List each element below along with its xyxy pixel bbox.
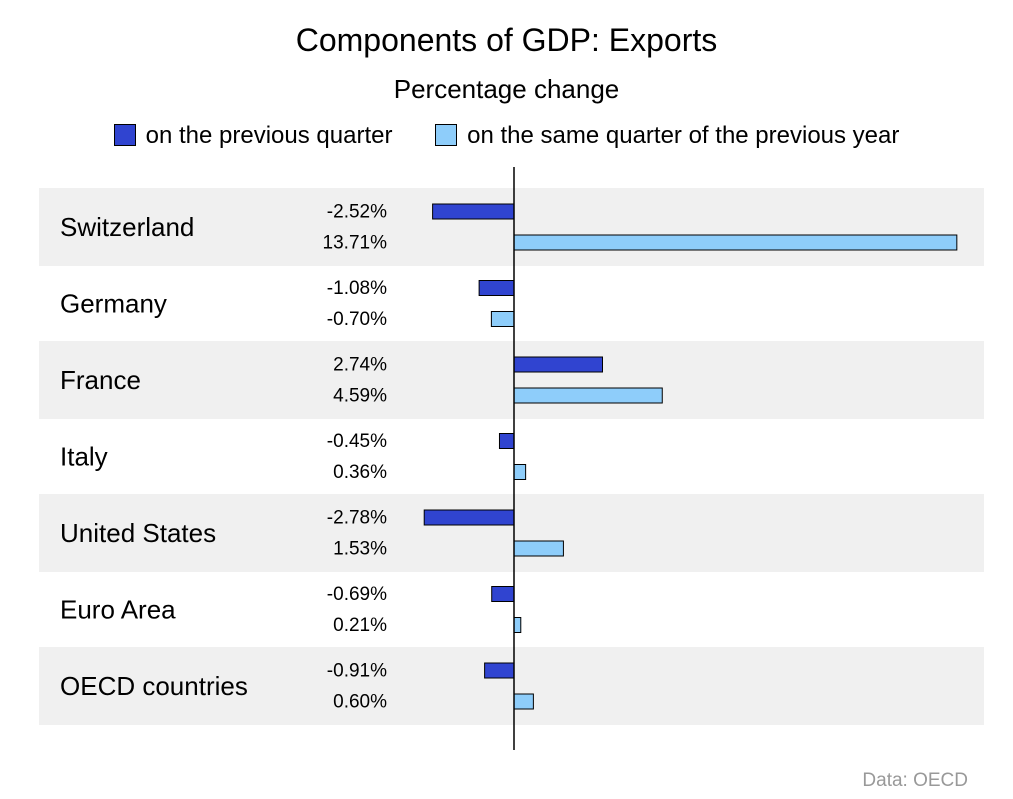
row-band-oecd-countries — [39, 647, 984, 725]
row-band-switzerland — [39, 188, 984, 266]
value-label-prev-quarter-italy: -0.45% — [327, 431, 387, 452]
bar-prev-quarter-euro-area — [491, 586, 515, 602]
legend-item-prev-year: on the same quarter of the previous year — [435, 122, 899, 150]
bar-prev-year-germany — [490, 311, 515, 327]
value-label-prev-quarter-france: 2.74% — [333, 355, 387, 376]
bar-prev-quarter-united-states — [423, 509, 515, 526]
value-label-prev-year-france: 4.59% — [333, 386, 387, 407]
bar-prev-year-italy — [513, 464, 527, 480]
row-band-united-states — [39, 494, 984, 572]
bar-prev-year-france — [513, 387, 663, 404]
legend-swatch-prev-quarter — [113, 124, 136, 146]
value-label-prev-year-switzerland: 13.71% — [323, 233, 388, 254]
source-note: Data: OECD — [862, 770, 968, 791]
bar-prev-quarter-switzerland — [432, 203, 515, 220]
bar-prev-year-euro-area — [513, 617, 522, 633]
value-label-prev-quarter-switzerland: -2.52% — [327, 202, 387, 223]
bar-prev-year-united-states — [513, 540, 564, 557]
value-label-prev-quarter-united-states: -2.78% — [327, 508, 387, 529]
category-label-germany: Germany — [60, 288, 167, 318]
value-label-prev-quarter-oecd-countries: -0.91% — [327, 661, 387, 682]
value-label-prev-year-oecd-countries: 0.60% — [333, 692, 387, 713]
legend-item-prev-quarter: on the previous quarter — [113, 122, 393, 150]
bar-prev-year-oecd-countries — [513, 693, 534, 710]
value-label-prev-quarter-germany: -1.08% — [327, 278, 387, 299]
category-label-euro-area: Euro Area — [60, 594, 176, 624]
bar-prev-quarter-italy — [498, 433, 515, 449]
legend: on the previous quarter on the same quar… — [0, 122, 1013, 150]
value-label-prev-year-germany: -0.70% — [327, 309, 387, 330]
category-label-italy: Italy — [60, 441, 108, 471]
category-label-switzerland: Switzerland — [60, 212, 194, 242]
category-label-oecd-countries: OECD countries — [60, 671, 248, 701]
legend-label-prev-quarter: on the previous quarter — [145, 122, 393, 149]
category-label-france: France — [60, 365, 141, 395]
legend-swatch-prev-year — [435, 124, 458, 146]
row-band-france — [39, 341, 984, 419]
value-label-prev-year-euro-area: 0.21% — [333, 615, 387, 636]
chart-title: Components of GDP: Exports — [295, 22, 718, 58]
chart-subtitle: Percentage change — [393, 74, 620, 104]
bar-prev-year-switzerland — [513, 234, 958, 251]
legend-label-prev-year: on the same quarter of the previous year — [467, 122, 900, 149]
value-label-prev-quarter-euro-area: -0.69% — [327, 584, 387, 605]
bar-prev-quarter-oecd-countries — [484, 662, 515, 679]
value-label-prev-year-italy: 0.36% — [333, 462, 387, 483]
bar-prev-quarter-germany — [478, 280, 515, 296]
value-label-prev-year-united-states: 1.53% — [333, 539, 387, 560]
bar-prev-quarter-france — [513, 356, 604, 373]
category-label-united-states: United States — [60, 518, 216, 548]
